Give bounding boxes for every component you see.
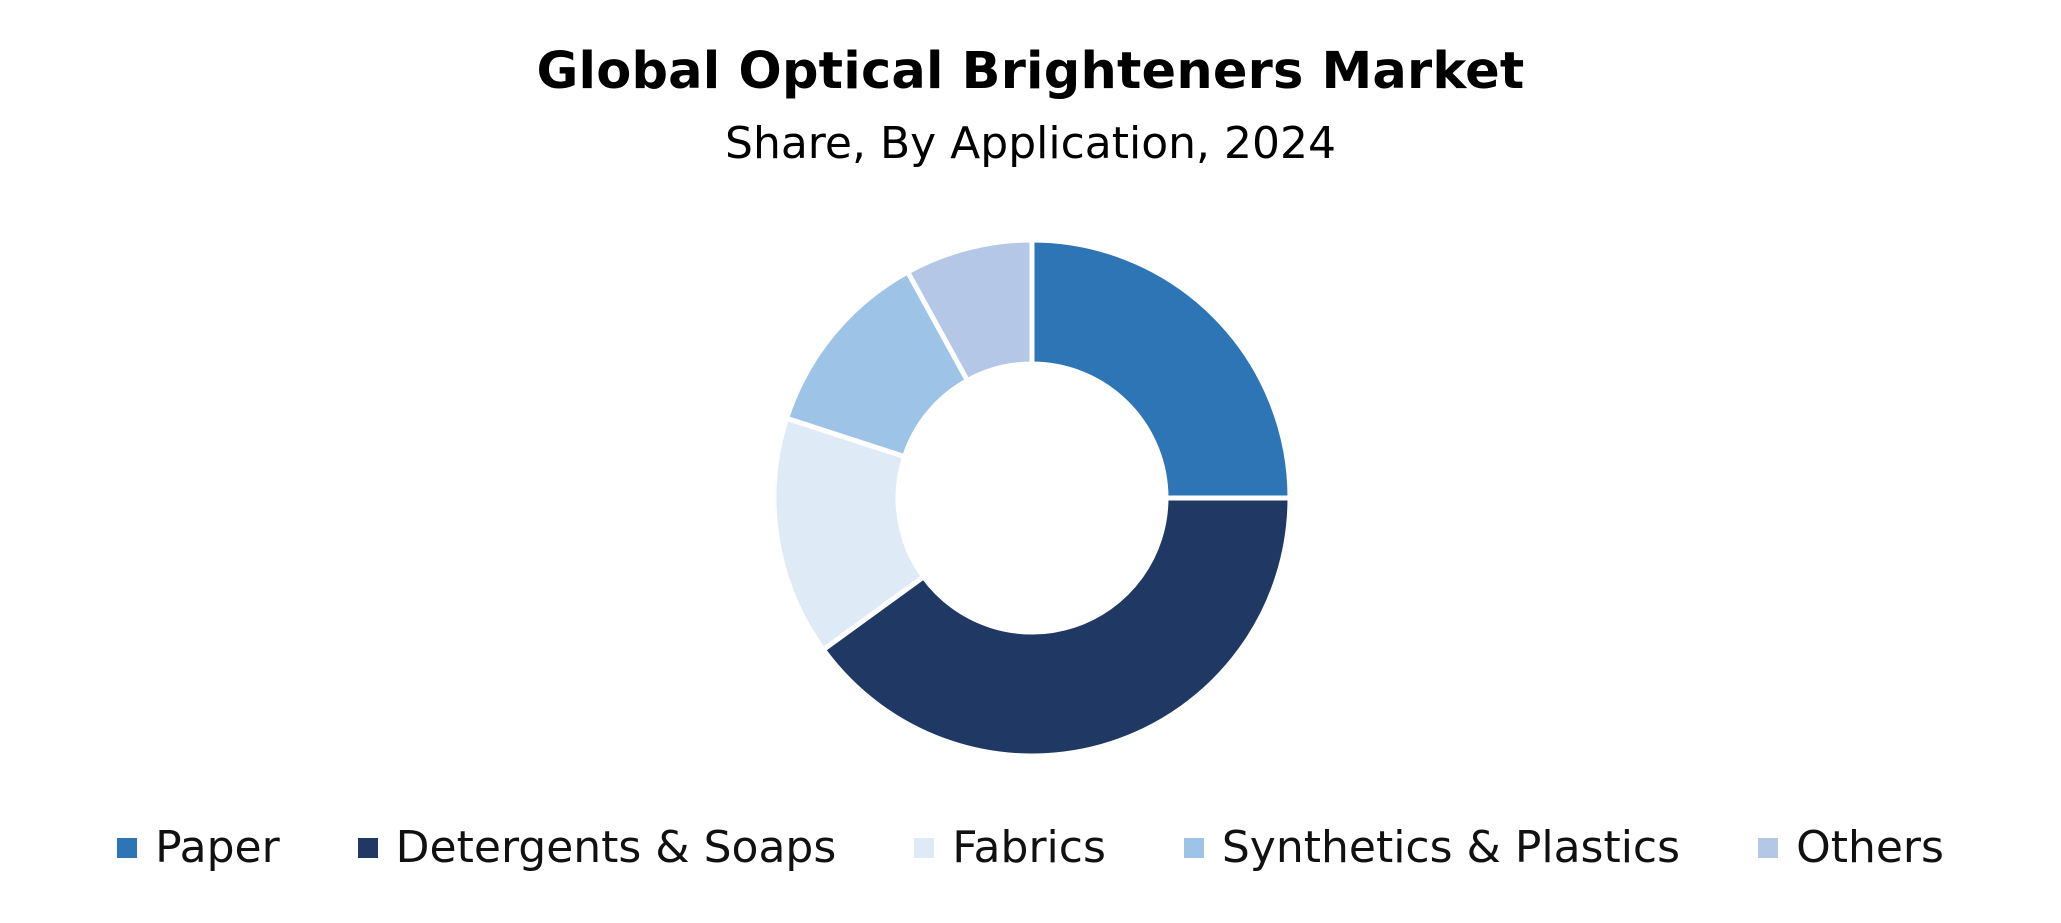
legend-label: Others bbox=[1796, 822, 1944, 873]
donut-slices bbox=[771, 237, 1293, 759]
legend-item: Fabrics bbox=[914, 822, 1106, 874]
legend-item: Synthetics & Plastics bbox=[1183, 822, 1681, 874]
chart-subtitle: Share, By Application, 2024 bbox=[725, 118, 1336, 169]
legend-label: Detergents & Soaps bbox=[395, 822, 837, 873]
donut-slice-others bbox=[904, 237, 1035, 384]
legend-label: Synthetics & Plastics bbox=[1221, 822, 1681, 873]
legend-swatch bbox=[117, 838, 138, 858]
legend-swatch bbox=[1758, 838, 1779, 858]
chart-title: Global Optical Brighteners Market bbox=[536, 42, 1525, 101]
legend-swatch bbox=[357, 838, 378, 858]
legend-item: Paper bbox=[117, 822, 280, 874]
legend-swatch bbox=[914, 838, 935, 858]
legend-item: Others bbox=[1758, 822, 1944, 874]
donut-slice-fabrics bbox=[771, 415, 928, 654]
legend-label: Paper bbox=[155, 822, 280, 873]
donut-slice-paper bbox=[1029, 237, 1293, 501]
chart-legend: Paper Detergents & Soaps Fabrics Synthetics… bbox=[0, 820, 2061, 876]
legend-item: Detergents & Soaps bbox=[357, 822, 837, 874]
donut-slice-detergents-soaps bbox=[819, 495, 1293, 759]
legend-swatch bbox=[1183, 838, 1204, 858]
legend-label: Fabrics bbox=[952, 822, 1106, 873]
